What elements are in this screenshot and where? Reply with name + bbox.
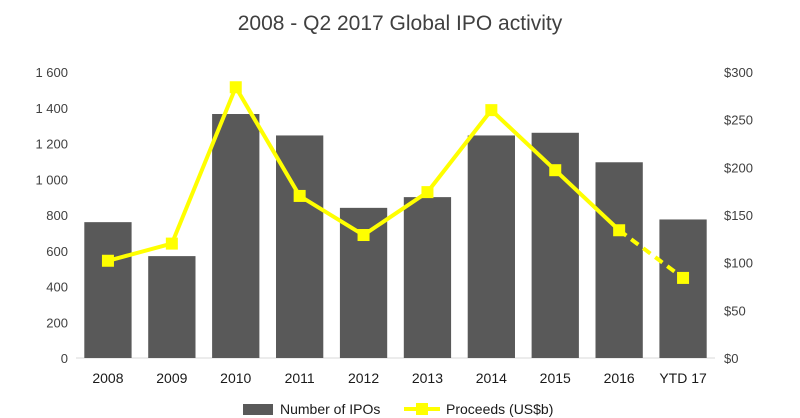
legend-label-ipos: Number of IPOs [280, 401, 380, 417]
proceeds-marker-2009 [165, 237, 178, 250]
legend: Number of IPOs Proceeds (US$b) [243, 401, 553, 417]
left-tick-label: 1 600 [35, 65, 68, 80]
x-tick-label: 2012 [348, 370, 379, 386]
proceeds-marker-2010 [229, 81, 242, 94]
left-tick-label: 1 400 [35, 101, 68, 116]
right-tick-label: $300 [724, 65, 753, 80]
left-tick-label: 0 [61, 351, 68, 366]
proceeds-marker-2008 [101, 254, 114, 267]
x-tick-label: 2008 [92, 370, 123, 386]
bars-series [84, 114, 707, 358]
x-tick-label: YTD 17 [659, 370, 707, 386]
right-tick-label: $0 [724, 351, 738, 366]
right-axis: $0 $50 $100 $150 $200 $250 $300 [724, 65, 753, 366]
x-tick-label: 2014 [476, 370, 507, 386]
proceeds-marker-2016 [613, 224, 626, 237]
x-tick-label: 2015 [540, 370, 571, 386]
bar-ipos-2008 [84, 222, 132, 358]
proceeds-marker-2011 [293, 189, 306, 202]
proceeds-marker-2012 [357, 229, 370, 242]
legend-swatch-ipos [243, 404, 273, 415]
left-tick-label: 1 200 [35, 137, 68, 152]
bar-ipos-2014 [467, 135, 515, 358]
right-tick-label: $200 [724, 160, 753, 175]
bar-ipos-ytd-17 [659, 219, 707, 358]
right-tick-label: $50 [724, 303, 746, 318]
proceeds-marker-2015 [549, 164, 562, 177]
left-tick-label: 400 [46, 280, 68, 295]
right-tick-label: $150 [724, 208, 753, 223]
proceeds-marker-2013 [421, 186, 434, 199]
x-tick-label: 2011 [285, 370, 315, 386]
left-tick-label: 1 000 [35, 172, 68, 187]
legend-label-proceeds: Proceeds (US$b) [446, 401, 553, 417]
legend-swatch-proceeds-marker [416, 403, 428, 415]
right-tick-label: $250 [724, 113, 753, 128]
bar-ipos-2016 [595, 162, 643, 358]
left-tick-label: 800 [46, 208, 68, 223]
proceeds-marker-2014 [485, 104, 498, 117]
bar-ipos-2009 [148, 256, 196, 358]
proceeds-series [101, 81, 690, 284]
right-tick-label: $100 [724, 256, 753, 271]
left-axis: 0 200 400 600 800 1 000 1 200 1 400 1 600 [35, 65, 68, 366]
chart-title: 2008 - Q2 2017 Global IPO activity [237, 12, 563, 35]
proceeds-line-projected [617, 228, 685, 280]
bar-ipos-2010 [212, 114, 260, 358]
left-tick-label: 600 [46, 244, 68, 259]
bar-ipos-2013 [403, 197, 452, 358]
proceeds-marker-ytd-17 [677, 271, 690, 284]
x-axis: 2008 2009 2010 2011 2012 2013 2014 2015 2016 YTD … [92, 370, 707, 386]
x-tick-label: 2016 [604, 370, 635, 386]
left-tick-label: 200 [46, 315, 68, 330]
x-tick-label: 2013 [412, 370, 443, 386]
x-tick-label: 2009 [156, 370, 187, 386]
x-tick-label: 2010 [220, 370, 251, 386]
